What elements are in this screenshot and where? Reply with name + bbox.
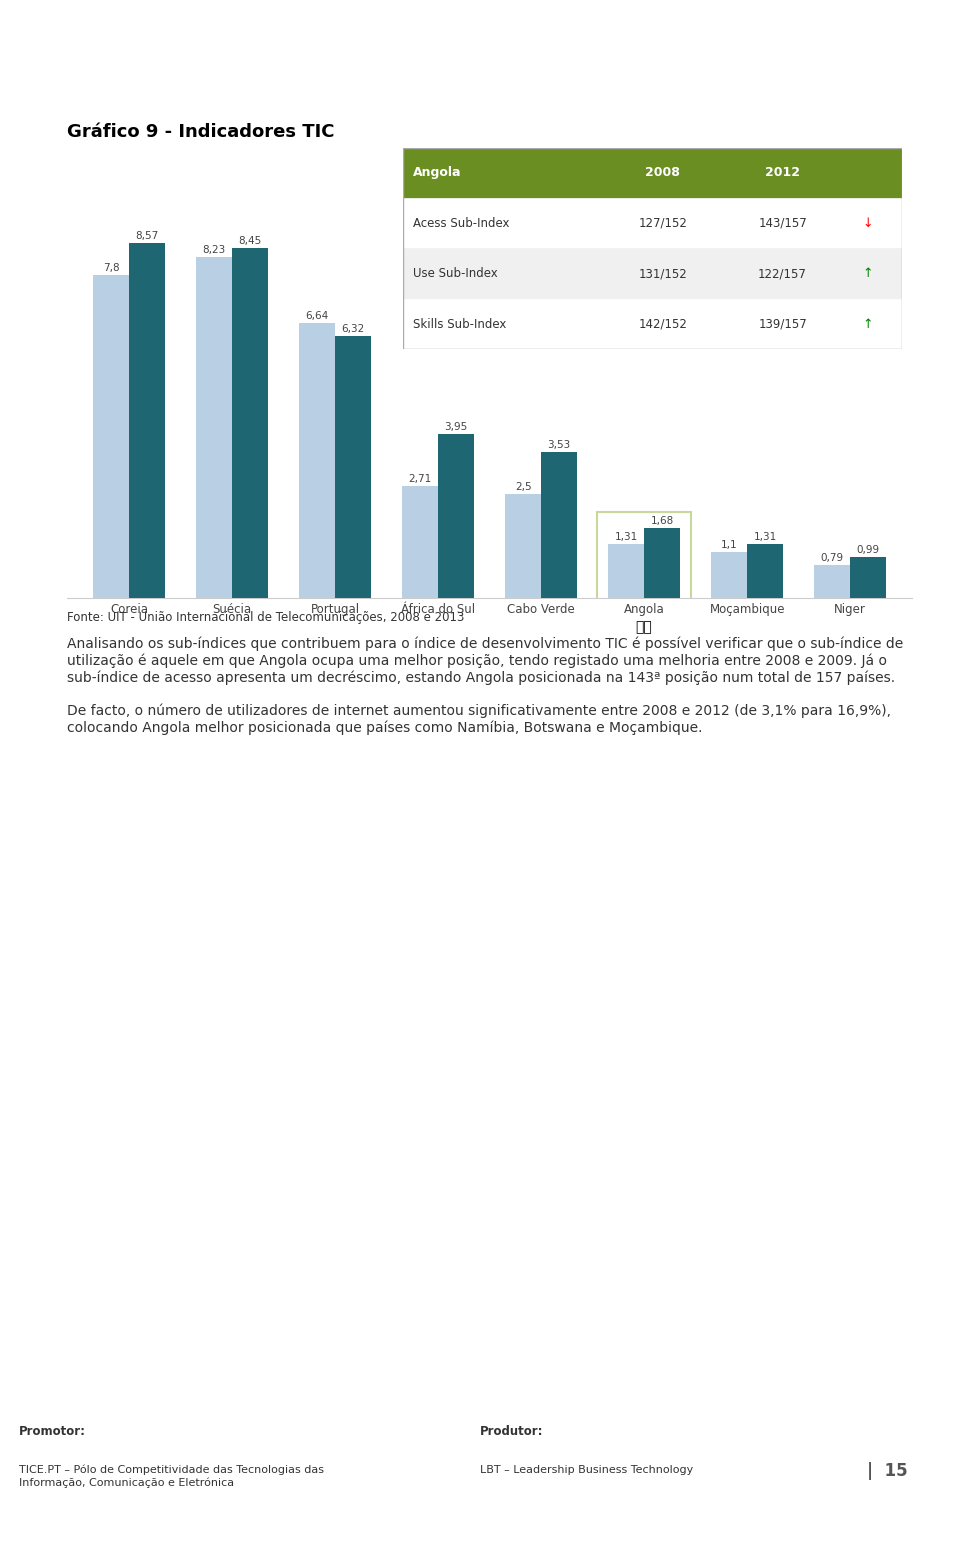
Bar [403,197,902,248]
Text: Gráfico 9 - Indicadores TIC: Gráfico 9 - Indicadores TIC [67,123,335,141]
Bar [93,275,129,598]
Bar [129,242,165,598]
Bar [608,544,644,598]
Text: 3,95: 3,95 [444,422,468,432]
Bar [505,494,541,598]
Text: 142/152: 142/152 [638,318,687,331]
Text: ↓: ↓ [862,217,873,230]
Bar [644,528,681,598]
Text: Acess Sub-Index: Acess Sub-Index [413,217,510,230]
Text: Skills Sub-Index: Skills Sub-Index [413,318,507,331]
Text: ↑: ↑ [862,318,873,331]
Text: 1,31: 1,31 [754,531,777,542]
Text: 🇦🇴: 🇦🇴 [636,621,653,635]
Bar [438,435,474,598]
Text: Produtor:: Produtor: [480,1426,543,1438]
Bar [402,486,438,598]
Text: 1,31: 1,31 [614,531,637,542]
Text: 2008: 2008 [645,166,681,179]
Legend: 2008, 2012: 2008, 2012 [835,169,905,211]
Text: 0,79: 0,79 [821,553,844,564]
Text: Analisando os sub-índices que contribuem para o índice de desenvolvimento TIC é : Analisando os sub-índices que contribuem… [67,637,903,735]
Text: 3,53: 3,53 [547,439,571,450]
Text: 6,64: 6,64 [305,311,328,321]
Bar [711,553,747,598]
Text: 2,5: 2,5 [515,483,532,492]
Text: Use Sub-Index: Use Sub-Index [413,267,498,280]
Text: Promotor:: Promotor: [19,1426,86,1438]
Text: 8,23: 8,23 [203,245,226,255]
Text: 6,32: 6,32 [342,325,365,334]
Bar [541,452,577,598]
Text: LBT – Leadership Business Technology: LBT – Leadership Business Technology [480,1464,693,1475]
Text: TICE.PT – Pólo de Competitividade das Tecnologias das
Informação, Comunicação e : TICE.PT – Pólo de Competitividade das Te… [19,1464,324,1488]
Bar [403,248,902,298]
Bar [814,565,851,598]
Bar [597,512,691,599]
Text: Angola: Angola [19,67,62,79]
Text: ↑: ↑ [862,267,873,280]
Text: 2,71: 2,71 [408,474,432,483]
Bar [403,148,902,197]
Bar [335,335,372,598]
Text: 8,45: 8,45 [238,236,262,245]
Text: 131/152: 131/152 [638,267,687,280]
Text: 1,1: 1,1 [721,540,737,550]
Text: 8,57: 8,57 [135,231,158,241]
Bar [232,248,268,598]
Text: 2012: 2012 [765,166,800,179]
Text: Estudo sobre o Envolvimento do Setor TICE Português no Desenvolvimento da SI nos: Estudo sobre o Envolvimento do Setor TIC… [19,28,709,40]
Text: 143/157: 143/157 [758,217,807,230]
Bar [403,298,902,349]
Bar [747,544,783,598]
Text: 127/152: 127/152 [638,217,687,230]
Bar [196,258,232,598]
Text: Angola: Angola [413,166,462,179]
Text: 139/157: 139/157 [758,318,807,331]
Text: 0,99: 0,99 [856,545,879,554]
Text: 1,68: 1,68 [651,516,674,526]
Bar [851,558,886,598]
Text: 7,8: 7,8 [103,262,119,273]
Bar [299,323,335,598]
Text: 122/157: 122/157 [758,267,807,280]
Text: |  15: | 15 [867,1463,908,1480]
Text: Fonte: UIT - União Internacional de Telecomunicações, 2008 e 2013: Fonte: UIT - União Internacional de Tele… [67,610,465,624]
